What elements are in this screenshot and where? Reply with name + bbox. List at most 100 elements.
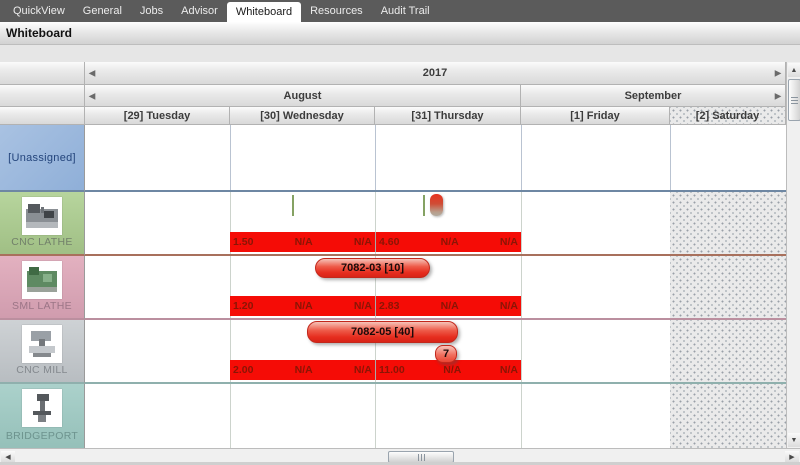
weekend-shading — [670, 320, 786, 382]
job-label: 7 — [442, 348, 450, 360]
schedule-row-sml-lathe[interactable]: 7082-03 [10] 1.20 N/A N/A 2.83 N/A N/A — [85, 256, 786, 320]
toolbar-spacer — [0, 45, 800, 62]
month-august-label: August — [283, 89, 322, 102]
page-title: Whiteboard — [6, 26, 72, 40]
arrow-up-icon: ▲ — [790, 66, 798, 74]
job-bar-7082-03[interactable]: 7082-03 [10] — [315, 258, 430, 278]
load-value: N/A — [440, 300, 459, 312]
resource-label: CNC MILL — [16, 364, 68, 376]
tab-advisor[interactable]: Advisor — [181, 5, 218, 17]
tab-whiteboard[interactable]: Whiteboard — [226, 2, 302, 22]
load-bar-sml-lathe: 1.20 N/A N/A 2.83 N/A N/A — [230, 296, 521, 316]
load-value: N/A — [440, 236, 459, 248]
month-header-august: ◀ August — [85, 85, 521, 107]
resource-cell-sml-lathe[interactable]: SML LATHE — [0, 256, 85, 320]
load-value: 1.50 — [233, 236, 254, 248]
schedule-row-bridgeport[interactable] — [85, 384, 786, 448]
month-prev-icon[interactable]: ◀ — [89, 91, 96, 100]
header-stub-day — [0, 107, 85, 125]
load-bar-cnc-mill: 2.00 N/A N/A 11.00 N/A N/A — [230, 360, 521, 380]
grid-line — [375, 256, 376, 318]
load-cell-wednesday: 1.50 N/A N/A — [230, 232, 375, 252]
grid-line — [521, 192, 522, 254]
thumb-grip-icon — [417, 453, 425, 461]
tab-audit-trail[interactable]: Audit Trail — [380, 5, 430, 17]
schedule-row-cnc-mill[interactable]: 7082-05 [40] 7 2.00 N/A N/A 11.00 N/A N/… — [85, 320, 786, 384]
thumb-grip-icon — [791, 96, 798, 104]
load-cell-wednesday: 1.20 N/A N/A — [230, 296, 375, 316]
sml-lathe-photo-icon — [22, 261, 62, 299]
month-next-icon[interactable]: ▶ — [774, 91, 781, 100]
grid-line — [670, 125, 671, 190]
vertical-scrollbar-thumb[interactable] — [788, 79, 800, 121]
load-cell-wednesday: 2.00 N/A N/A — [230, 360, 375, 380]
schedule-row-cnc-lathe[interactable]: 1.50 N/A N/A 4.60 N/A N/A — [85, 192, 786, 256]
day-header-30-wednesday: [30] Wednesday — [230, 107, 375, 125]
day-header-2-saturday: [2] Saturday — [670, 107, 786, 125]
month-september-label: September — [624, 89, 682, 102]
horizontal-scrollbar[interactable]: ◀ ▶ — [0, 448, 800, 463]
day-label: [30] Wednesday — [260, 109, 344, 122]
arrow-right-icon: ▶ — [789, 453, 795, 461]
load-cell-thursday: 2.83 N/A N/A — [375, 296, 521, 316]
load-cell-thursday: 4.60 N/A N/A — [375, 232, 521, 252]
job-bar-7[interactable]: 7 — [435, 345, 457, 363]
load-bar-cnc-lathe: 1.50 N/A N/A 4.60 N/A N/A — [230, 232, 521, 252]
load-value: N/A — [353, 364, 372, 376]
resource-cell-bridgeport[interactable]: BRIDGEPORT — [0, 384, 85, 448]
year-label: 2017 — [422, 67, 448, 79]
load-value: N/A — [294, 364, 313, 376]
grid-line — [230, 256, 231, 318]
scroll-down-button[interactable]: ▼ — [788, 433, 800, 447]
month-header-september: September ▶ — [521, 85, 786, 107]
resource-cell-cnc-lathe[interactable]: CNC LATHE — [0, 192, 85, 256]
load-value: 11.00 — [379, 364, 405, 376]
day-label: [1] Friday — [570, 109, 620, 122]
day-header-1-friday: [1] Friday — [521, 107, 670, 125]
load-value: N/A — [294, 300, 313, 312]
year-header: ◀ 2017 ▶ — [85, 62, 786, 85]
year-prev-icon[interactable]: ◀ — [89, 68, 96, 78]
vertical-scrollbar[interactable]: ▲ ▼ — [786, 62, 800, 448]
scroll-up-button[interactable]: ▲ — [788, 63, 800, 77]
load-value: 2.83 — [379, 300, 400, 312]
resource-cell-unassigned[interactable]: [Unassigned] — [0, 125, 85, 192]
grid-line — [521, 125, 522, 190]
grid-line — [375, 192, 376, 254]
tab-resources[interactable]: Resources — [310, 5, 363, 17]
window-bottom-edge — [0, 462, 800, 465]
day-header-31-thursday: [31] Thursday — [375, 107, 521, 125]
grid-line — [230, 192, 231, 254]
load-value: N/A — [294, 236, 313, 248]
load-value: N/A — [499, 236, 518, 248]
grid-line — [230, 320, 231, 382]
tab-jobs[interactable]: Jobs — [139, 5, 164, 17]
arrow-down-icon: ▼ — [790, 436, 798, 444]
job-bar-7082-05[interactable]: 7082-05 [40] — [307, 321, 458, 343]
year-next-icon[interactable]: ▶ — [774, 68, 781, 78]
bridgeport-photo-icon — [22, 389, 62, 427]
resource-label: SML LATHE — [12, 300, 72, 312]
weekend-shading — [670, 256, 786, 318]
grid-line — [521, 256, 522, 318]
load-value: N/A — [499, 364, 518, 376]
tab-quickview[interactable]: QuickView — [13, 5, 65, 17]
scroll-left-button[interactable]: ◀ — [1, 451, 15, 462]
grid-line — [375, 384, 376, 448]
job-label: 7082-05 [40] — [351, 326, 414, 338]
tab-general[interactable]: General — [82, 5, 122, 17]
schedule-row-unassigned[interactable] — [85, 125, 786, 192]
resource-cell-cnc-mill[interactable]: CNC MILL — [0, 320, 85, 384]
grid-line — [375, 125, 376, 190]
load-value: N/A — [353, 236, 372, 248]
scroll-right-button[interactable]: ▶ — [785, 451, 799, 462]
grid-line — [521, 384, 522, 448]
main-tab-bar: QuickView General Jobs Advisor Whiteboar… — [0, 0, 800, 22]
weekend-shading — [670, 384, 786, 448]
header-stub-month — [0, 85, 85, 107]
load-value: N/A — [353, 300, 372, 312]
load-cell-thursday: 11.00 N/A N/A — [375, 360, 521, 380]
grid-line — [375, 320, 376, 382]
job-bar-small[interactable] — [430, 194, 443, 216]
arrow-left-icon: ◀ — [5, 453, 11, 461]
